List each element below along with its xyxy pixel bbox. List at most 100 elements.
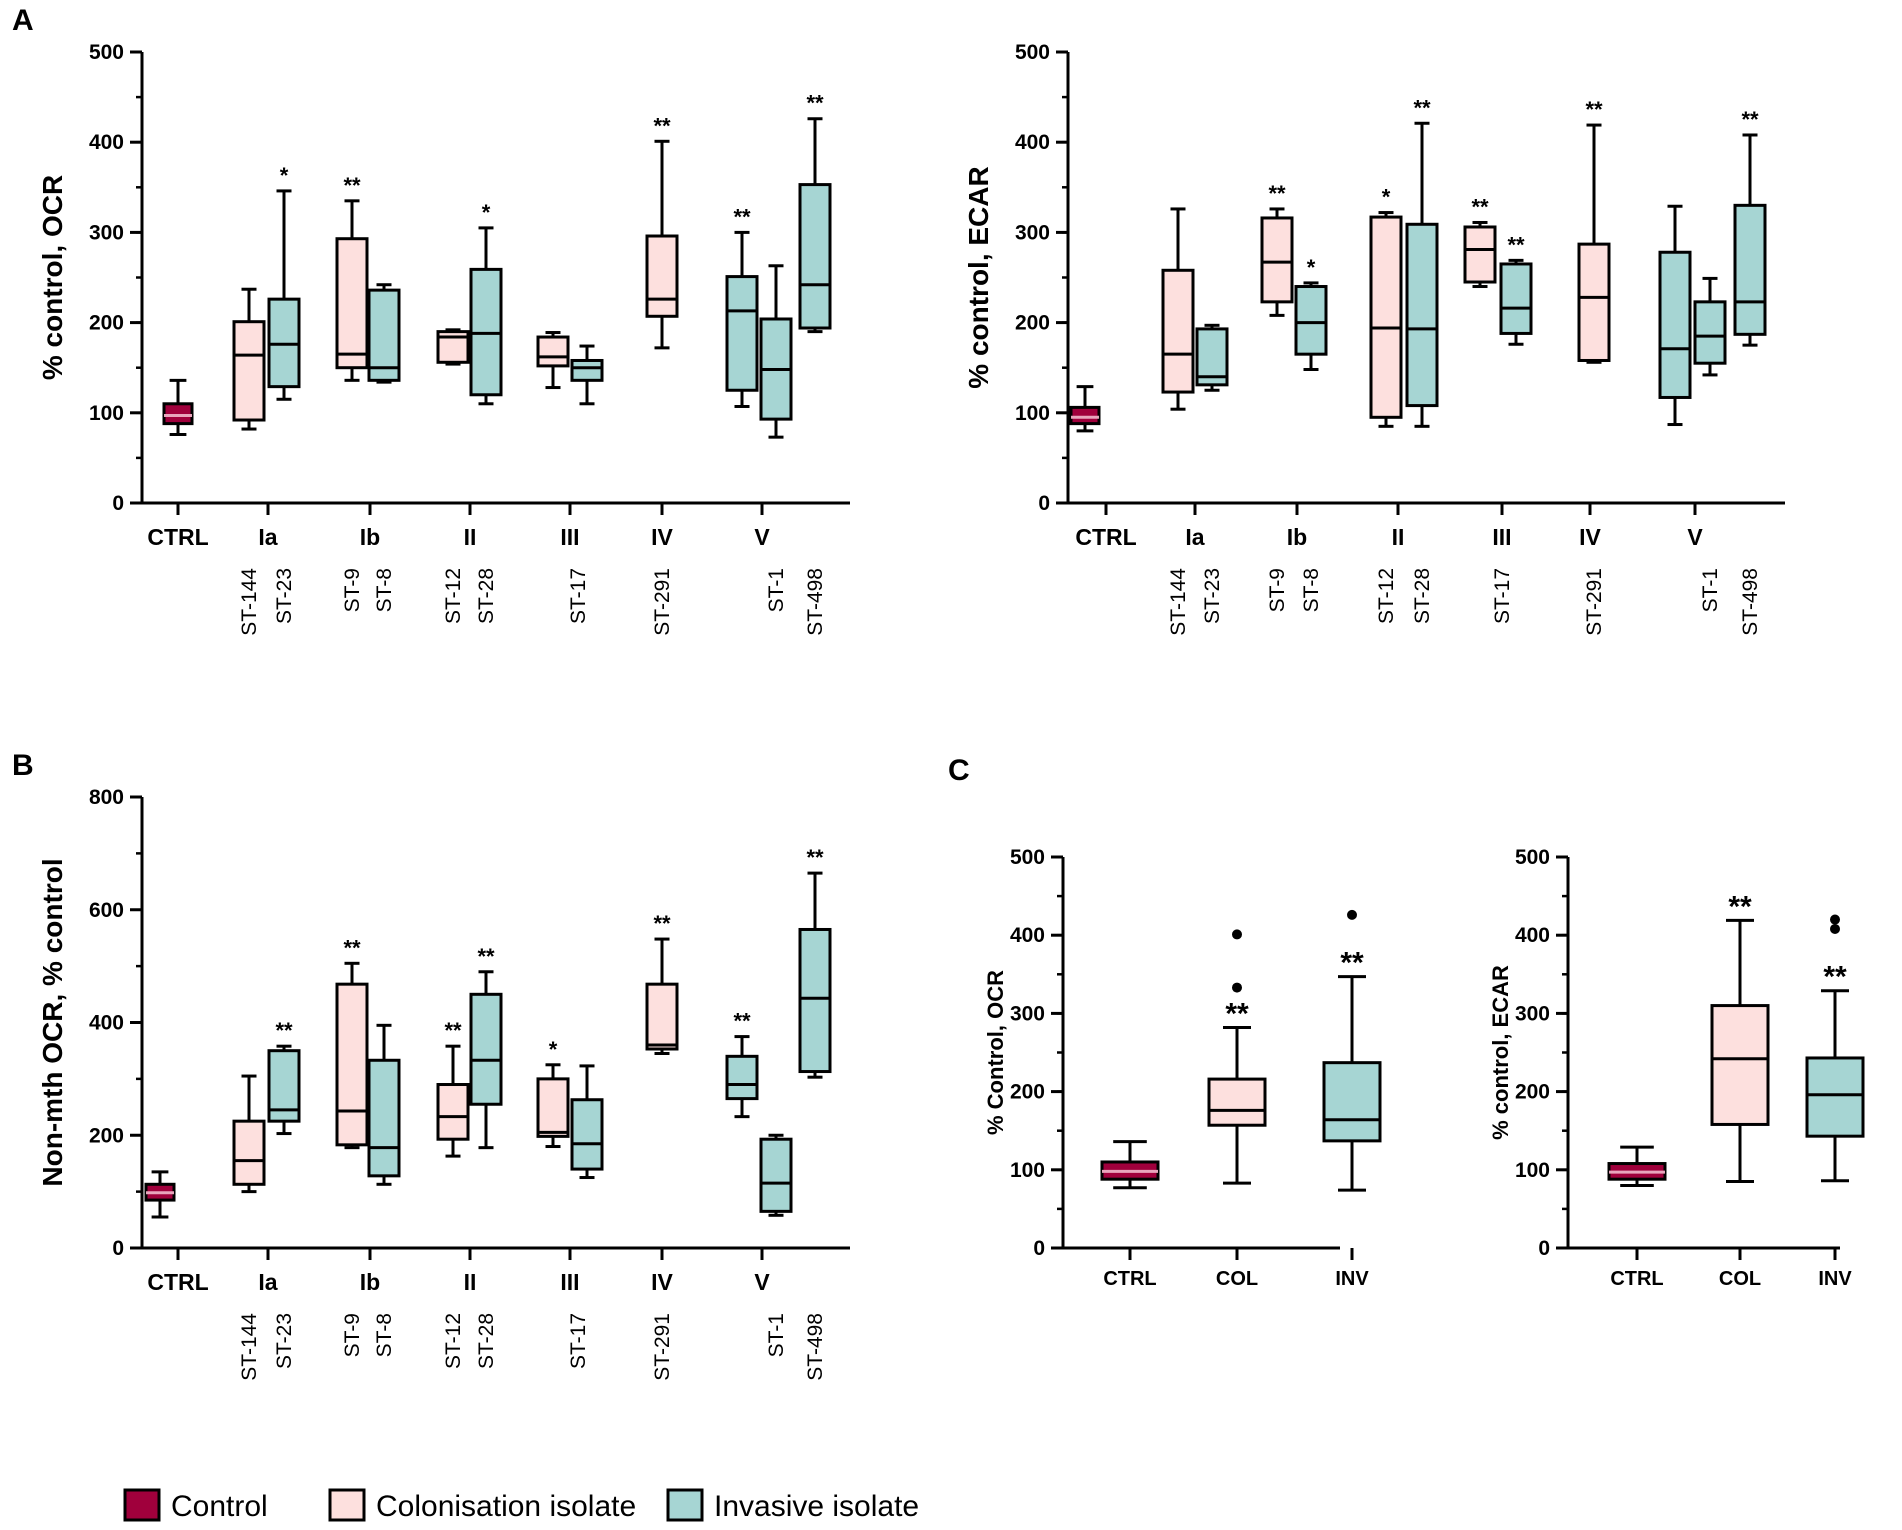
y-tick-label: 800 [89,786,124,809]
y-tick-label: 300 [1015,221,1050,244]
significance-label: ** [653,113,671,138]
y-tick-label: 500 [1515,846,1550,869]
strain-label: ST-17 [1491,568,1514,624]
box-V-ST-1: ST-1 [759,1133,793,1357]
strain-label: ST-28 [475,1313,498,1369]
strain-label: ST-1 [765,568,788,612]
strain-label: ST-8 [373,1313,396,1357]
legend-label: Control [171,1490,268,1523]
box-CTRL [144,1170,176,1219]
legend-swatch [328,1488,366,1522]
strain-label: ST-12 [442,568,465,624]
box-Ib-ST-9: ** ST-9 [1260,181,1294,612]
strain-label: ST-291 [651,568,674,636]
category-label: COL [1216,1268,1258,1290]
category-label: Ib [360,1269,380,1295]
box-iqr [1294,285,1328,356]
box-Ib-ST-8: ST-8 [367,283,401,612]
box-iqr [232,1119,266,1186]
y-axis-title: % control, ECAR [1488,965,1513,1140]
box-Ia-ST-23: ** ST-23 [267,1018,301,1369]
strain-label: ST-498 [804,1313,827,1381]
significance-label: ** [733,204,751,229]
y-axis-title: Non-mth OCR, % control [37,858,68,1186]
outlier-point [1232,982,1242,993]
y-tick-label: 100 [1010,1159,1045,1182]
box-INV: ** [1805,914,1865,1183]
box-iqr [335,982,369,1147]
strain-label: ST-1 [1699,568,1722,612]
category-label: CTRL [147,524,208,550]
box-iqr [1161,268,1195,394]
box-iqr [1710,1004,1770,1126]
box-III [570,344,604,406]
y-tick-label: 200 [89,312,124,335]
chart-panel-1: A 0 100 200 300 400 500 % control, OCR CTRL Ia Ib I… [12,4,850,636]
box-Ia-ST-144: ST-144 [232,287,266,636]
significance-label: ** [343,935,361,960]
category-label: Ia [1185,524,1204,550]
y-axis-title: % control, OCR [37,175,68,380]
box-II-ST-28: ** ST-28 [1405,95,1439,624]
box-iqr [645,982,679,1051]
strain-label: ST-9 [341,568,364,612]
box-Ia-ST-144: ST-144 [1161,207,1195,636]
y-axis-title: % Control, OCR [983,970,1008,1135]
category-label: INV [1818,1268,1852,1290]
box-iqr [1405,222,1439,408]
box-V [1658,204,1692,427]
box-V-ST-1: ST-1 [1693,276,1727,612]
box-iqr [436,1083,470,1141]
box-iqr [1499,262,1533,335]
box-Ib-ST-9: ** ST-9 [335,935,369,1357]
box-iqr [1658,250,1692,399]
box-iqr [536,1077,570,1138]
significance-label: ** [1741,107,1759,132]
box-iqr [232,320,266,422]
significance-label: ** [806,91,824,116]
box-iqr [759,1137,793,1213]
legend-label: Colonisation isolate [376,1490,636,1523]
outlier-point [1347,909,1357,920]
significance-label: ** [1340,947,1364,980]
strain-label: ST-23 [273,1313,296,1369]
box-Ib-ST-8: ST-8 [367,1023,401,1357]
category-label: Ia [258,524,277,550]
box-iqr [1693,300,1727,365]
significance-label: ** [1471,194,1489,219]
category-label: Ib [360,524,380,550]
box-II-ST-12: ** ST-12 [436,1018,470,1369]
box-COL: ** [1710,890,1770,1184]
box-III: ** [1463,194,1497,289]
y-tick-label: 0 [1033,1237,1045,1260]
strain-label: ST-8 [1300,568,1323,612]
significance-label: ** [1225,997,1249,1030]
strain-label: ST-498 [1739,568,1762,636]
y-tick-label: 200 [1010,1081,1045,1104]
category-label: II [464,524,477,550]
category-label: III [1492,524,1511,550]
strain-label: ST-12 [1375,568,1398,624]
chart-panel-3: B 0 200 400 600 800 Non-mth OCR, % control CTRL… [12,749,850,1381]
box-iqr [162,402,194,426]
significance-label: * [280,163,289,188]
significance-label: ** [1413,95,1431,120]
significance-label: ** [653,911,671,936]
strain-label: ST-498 [804,568,827,636]
box-Ia-ST-144: ST-144 [232,1074,266,1381]
legend-swatch [123,1488,161,1522]
outlier-point [1830,914,1840,925]
category-label: II [464,1269,477,1295]
box-III-ST-17: ST-17 [567,1064,604,1369]
y-tick-label: 100 [1515,1159,1550,1182]
box-iqr [536,335,570,368]
box-Ia-ST-23: * ST-23 [267,163,301,624]
strain-label: ST-144 [238,1313,261,1381]
strain-label: ST-9 [1266,568,1289,612]
box-iqr [367,288,401,382]
box-iqr [367,1058,401,1178]
y-tick-label: 500 [1015,41,1050,64]
strain-label: ST-8 [373,568,396,612]
chart-panel-2: 0 100 200 300 400 500 % control, ECAR CTRL Ia Ib I… [963,41,1785,636]
box-II-ST-28: * ST-28 [469,200,503,624]
